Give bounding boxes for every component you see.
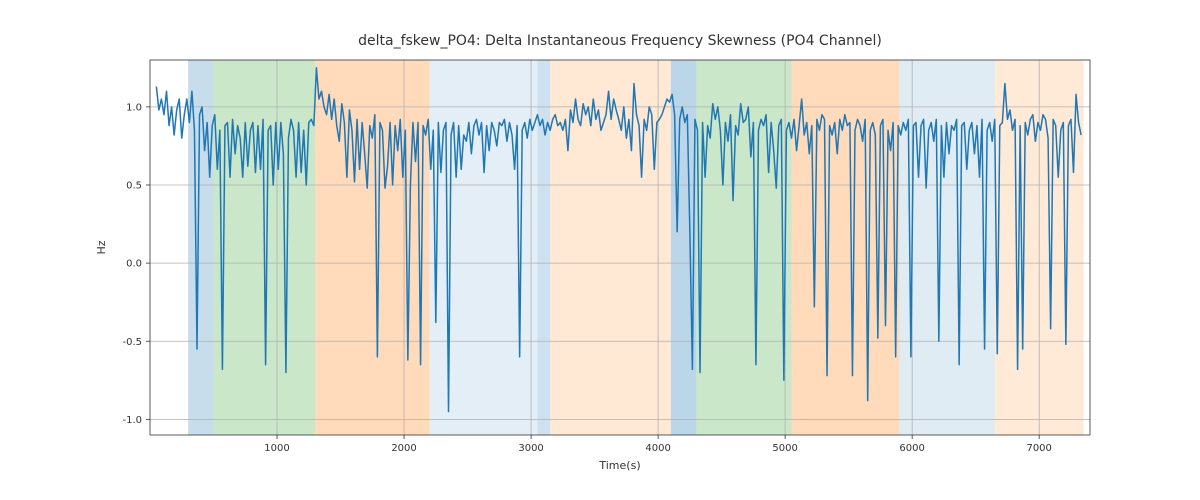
shaded-region bbox=[188, 60, 213, 435]
x-tick-label: 2000 bbox=[391, 443, 416, 454]
x-tick-label: 4000 bbox=[645, 443, 670, 454]
y-axis: -1.0 -0.5 0.0 0.5 1.0 bbox=[122, 102, 150, 426]
shaded-region bbox=[899, 60, 994, 435]
shaded-regions bbox=[188, 60, 1084, 435]
x-tick-label: 3000 bbox=[518, 443, 543, 454]
x-axis-label: Time(s) bbox=[598, 459, 640, 472]
y-tick-label: -0.5 bbox=[122, 337, 142, 348]
shaded-region bbox=[696, 60, 791, 435]
x-tick-label: 5000 bbox=[772, 443, 797, 454]
chart-title: delta_fskew_PO4: Delta Instantaneous Fre… bbox=[358, 33, 882, 49]
y-tick-label: 0.0 bbox=[126, 259, 142, 270]
x-tick-label: 6000 bbox=[899, 443, 924, 454]
y-tick-label: 1.0 bbox=[126, 102, 142, 113]
x-tick-label: 1000 bbox=[264, 443, 289, 454]
y-axis-label: Hz bbox=[95, 240, 108, 254]
y-tick-label: -1.0 bbox=[122, 415, 142, 426]
y-tick-label: 0.5 bbox=[126, 181, 142, 192]
x-tick-label: 7000 bbox=[1026, 443, 1051, 454]
chart-svg: 1000 2000 3000 4000 5000 6000 7000 -1.0 -0.5 0.0 0… bbox=[0, 0, 1200, 500]
shaded-region bbox=[537, 60, 550, 435]
x-axis: 1000 2000 3000 4000 5000 6000 7000 bbox=[264, 435, 1052, 454]
chart-container: 1000 2000 3000 4000 5000 6000 7000 -1.0 -0.5 0.0 0… bbox=[0, 0, 1200, 500]
